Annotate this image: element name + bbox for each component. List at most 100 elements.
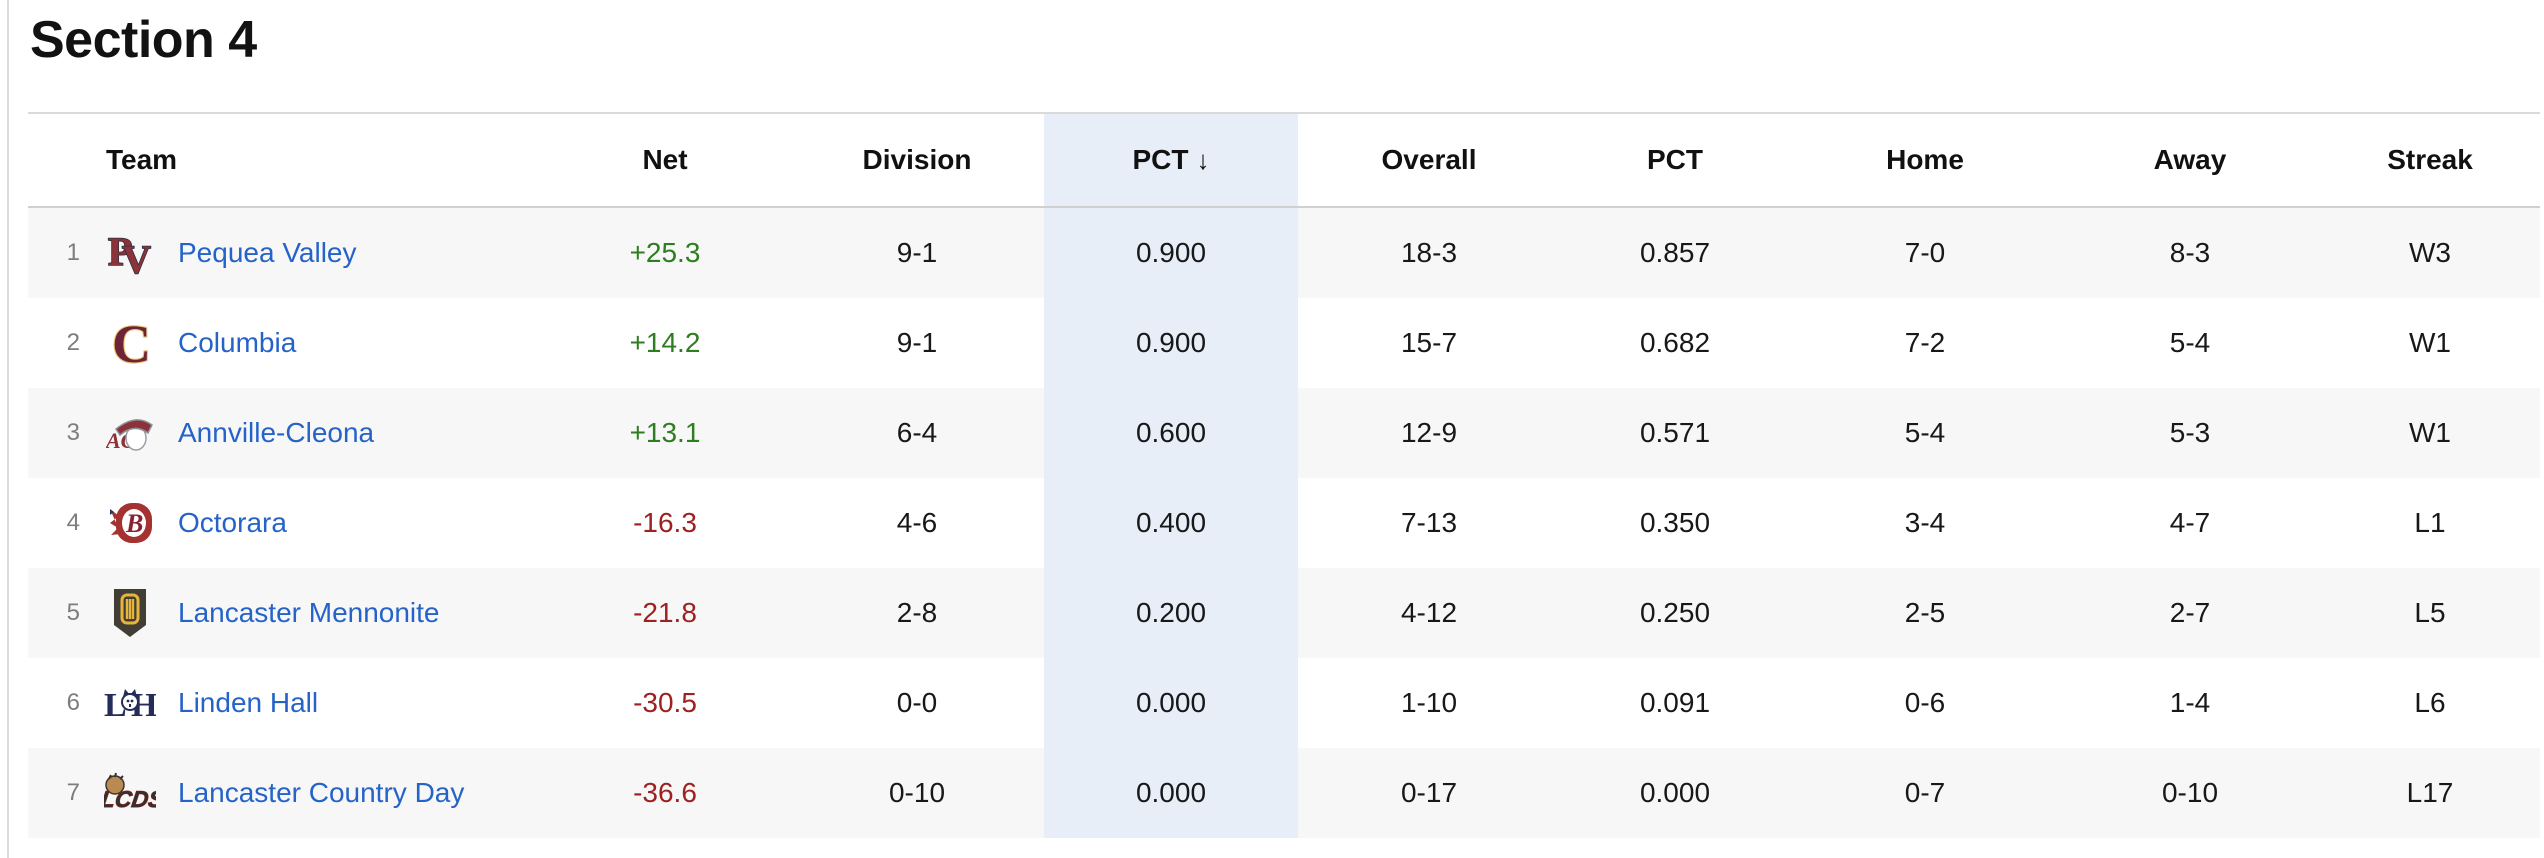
net-cell: -21.8	[540, 568, 790, 658]
net-cell: -36.6	[540, 748, 790, 838]
column-header-pct-sorted[interactable]: PCT ↓	[1044, 112, 1298, 208]
team-link[interactable]: Octorara	[178, 507, 287, 538]
net-cell: -30.5	[540, 658, 790, 748]
svg-text:L: L	[104, 687, 127, 719]
sort-descending-arrow-icon: ↓	[1196, 145, 1210, 175]
rank-number: 3	[66, 419, 80, 446]
rank-number: 2	[66, 329, 80, 356]
table-row: 2 C Columbia +14.2 9-1 0.900 15-7 0.682 …	[28, 298, 2540, 388]
team-link[interactable]: Lancaster Country Day	[178, 777, 465, 808]
overall-pct: 0.682	[1639, 327, 1711, 358]
streak-value: L17	[2406, 777, 2454, 808]
overall-pct: 0.000	[1639, 777, 1711, 808]
streak-value: L5	[2414, 597, 2446, 628]
net-cell: -16.3	[540, 478, 790, 568]
header-row: Team Net Division PCT ↓ Overall PCT Home …	[28, 112, 2540, 208]
overall-record: 15-7	[1400, 327, 1458, 358]
rank-number: 1	[66, 239, 80, 266]
svg-text:V: V	[122, 237, 151, 278]
column-header-net[interactable]: Net	[540, 112, 790, 208]
overall-pct: 0.250	[1639, 597, 1711, 628]
home-record: 0-7	[1904, 777, 1946, 808]
svg-text:C: C	[112, 314, 150, 372]
division-pct: 0.200	[1044, 568, 1298, 658]
svg-text:LCDS: LCDS	[104, 786, 156, 812]
standings-table: Team Net Division PCT ↓ Overall PCT Home …	[28, 112, 2540, 838]
overall-record: 12-9	[1400, 417, 1458, 448]
division-record: 0-10	[888, 777, 946, 808]
columbia-logo[interactable]: C	[104, 313, 156, 373]
column-header-division[interactable]: Division	[790, 112, 1044, 208]
division-record: 2-8	[896, 597, 938, 628]
division-pct: 0.900	[1044, 298, 1298, 388]
overall-pct: 0.571	[1639, 417, 1711, 448]
svg-text:B: B	[125, 509, 143, 538]
net-value: -30.5	[633, 687, 697, 718]
streak-value: W1	[2409, 417, 2451, 448]
home-record: 0-6	[1904, 687, 1946, 718]
annville-cleona-logo[interactable]: AC	[104, 403, 156, 463]
home-record: 7-0	[1904, 237, 1946, 268]
team-link[interactable]: Columbia	[178, 327, 297, 358]
team-link[interactable]: Linden Hall	[178, 687, 319, 718]
rank-number: 7	[66, 779, 80, 806]
svg-text:P: P	[108, 229, 132, 274]
overall-record: 1-10	[1400, 687, 1458, 718]
division-record: 9-1	[896, 327, 938, 358]
net-value: -16.3	[633, 507, 697, 538]
overall-record: 4-12	[1400, 597, 1458, 628]
column-header-overall-pct[interactable]: PCT	[1560, 112, 1790, 208]
overall-record: 18-3	[1400, 237, 1458, 268]
streak-value: W1	[2409, 327, 2451, 358]
team-link[interactable]: Pequea Valley	[178, 237, 357, 268]
column-header-team[interactable]: Team	[28, 112, 540, 208]
away-record: 4-7	[2169, 507, 2211, 538]
away-record: 2-7	[2169, 597, 2211, 628]
division-record: 9-1	[896, 237, 938, 268]
overall-pct: 0.857	[1639, 237, 1711, 268]
panel-left-border	[7, 0, 9, 858]
overall-record: 0-17	[1400, 777, 1458, 808]
octorara-logo[interactable]: B	[104, 493, 156, 553]
streak-value: W3	[2409, 237, 2451, 268]
net-value: +13.1	[629, 417, 701, 448]
table-row: 5 Lancaster Mennonite -21.8 2-8 0.200 4-…	[28, 568, 2540, 658]
away-record: 1-4	[2169, 687, 2211, 718]
team-link[interactable]: Annville-Cleona	[178, 417, 375, 448]
table-row: 4 B Octorara -16.3 4-6 0.400 7-13 0.350 …	[28, 478, 2540, 568]
division-record: 6-4	[896, 417, 938, 448]
division-pct: 0.900	[1044, 207, 1298, 298]
division-pct: 0.000	[1044, 748, 1298, 838]
home-record: 2-5	[1904, 597, 1946, 628]
column-header-overall[interactable]: Overall	[1298, 112, 1560, 208]
net-cell: +13.1	[540, 388, 790, 478]
away-record: 5-3	[2169, 417, 2211, 448]
home-record: 3-4	[1904, 507, 1946, 538]
net-value: -21.8	[633, 597, 697, 628]
division-pct: 0.600	[1044, 388, 1298, 478]
team-link[interactable]: Lancaster Mennonite	[178, 597, 440, 628]
column-header-home[interactable]: Home	[1790, 112, 2060, 208]
lancaster-country-day-logo[interactable]: LCDS	[104, 763, 156, 823]
overall-pct: 0.091	[1639, 687, 1711, 718]
net-cell: +14.2	[540, 298, 790, 388]
lancaster-mennonite-logo[interactable]	[104, 583, 156, 643]
division-record: 0-0	[896, 687, 938, 718]
streak-value: L6	[2414, 687, 2446, 718]
column-header-away[interactable]: Away	[2060, 112, 2320, 208]
home-record: 7-2	[1904, 327, 1946, 358]
table-row: 7 LCDS Lancaster Country Day -36.6 0-10 …	[28, 748, 2540, 838]
net-value: +14.2	[629, 327, 701, 358]
home-record: 5-4	[1904, 417, 1946, 448]
division-pct: 0.400	[1044, 478, 1298, 568]
away-record: 5-4	[2169, 327, 2211, 358]
column-header-streak[interactable]: Streak	[2320, 112, 2540, 208]
division-record: 4-6	[896, 507, 938, 538]
away-record: 8-3	[2169, 237, 2211, 268]
away-record: 0-10	[2161, 777, 2219, 808]
net-value: -36.6	[633, 777, 697, 808]
